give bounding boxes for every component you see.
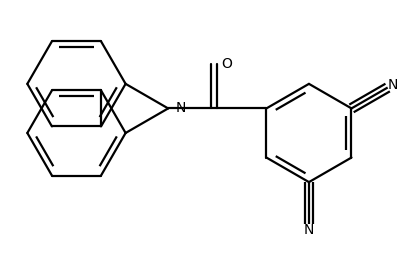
Text: N: N [176, 101, 186, 115]
Text: N: N [388, 78, 398, 92]
Text: O: O [221, 57, 232, 71]
Text: N: N [304, 223, 314, 237]
